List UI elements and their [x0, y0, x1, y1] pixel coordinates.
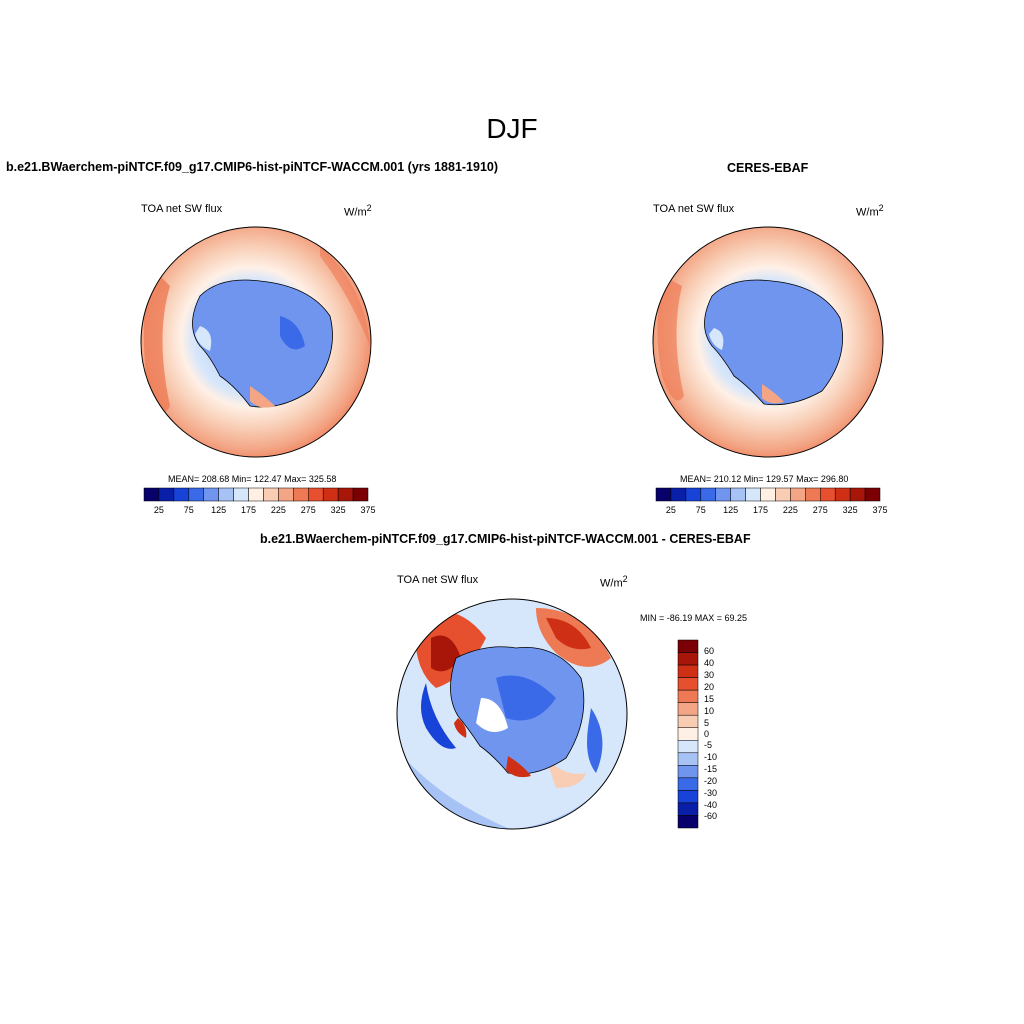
cb3-tick: 20 [704, 682, 715, 692]
colorbar-swatch [677, 702, 699, 716]
colorbar-swatch [188, 487, 204, 502]
cb1-tick: 325 [330, 505, 346, 515]
colorbar-swatch [248, 487, 264, 502]
panel1-title: b.e21.BWaerchem-piNTCF.f09_g17.CMIP6-his… [6, 160, 499, 174]
cb1-tick: 75 [183, 505, 194, 515]
cb1-tick: 225 [270, 505, 286, 515]
cb3-tick: 30 [704, 670, 715, 680]
colorbar-swatch [677, 677, 699, 691]
panel2-units-label: W/m2 [856, 203, 884, 219]
cb3-tick: -30 [704, 788, 718, 798]
cb3-tick: -20 [704, 776, 718, 786]
colorbar-swatch [203, 487, 219, 502]
cb2-tick: 25 [665, 505, 676, 515]
cb3-tick: -5 [704, 740, 713, 750]
colorbar-swatch [173, 487, 190, 502]
colorbar-swatch [655, 487, 672, 502]
cb3-tick: 15 [704, 694, 715, 704]
cb1-tick: 125 [211, 505, 227, 515]
colorbar-swatch [864, 487, 881, 502]
colorbar-swatch [677, 815, 699, 829]
cb2-tick: 375 [872, 505, 888, 515]
cb3-tick: -15 [704, 764, 718, 774]
panel3-colorbar [677, 639, 699, 829]
panel1-stats: MEAN= 208.68 Min= 122.47 Max= 325.58 [168, 474, 337, 484]
cb2-tick: 275 [812, 505, 828, 515]
cb3-tick: -10 [704, 752, 718, 762]
colorbar-swatch [670, 487, 687, 502]
colorbar-swatch [730, 487, 746, 502]
cb1-tick: 175 [240, 505, 257, 515]
colorbar-swatch [293, 487, 309, 502]
panel1-variable-label: TOA net SW flux [141, 203, 223, 215]
colorbar-swatch [308, 487, 324, 502]
panel3-units-label: W/m2 [600, 574, 628, 590]
colorbar-swatch [677, 790, 699, 804]
cb3-tick: 0 [704, 729, 710, 739]
colorbar-swatch [322, 487, 339, 502]
panel1-colorbar-labels: 25 75 125 175 225 275 325 375 [144, 505, 376, 517]
cb3-tick: 5 [704, 718, 710, 728]
colorbar-swatch [677, 802, 699, 816]
colorbar-swatch [805, 487, 821, 502]
cb1-tick: 25 [153, 505, 164, 515]
cb3-tick: 60 [704, 646, 715, 656]
colorbar-swatch [760, 487, 776, 502]
colorbar-swatch [677, 777, 699, 791]
cb3-tick: 10 [704, 706, 715, 716]
colorbar-swatch [677, 652, 699, 666]
panel1-units-label: W/m2 [344, 203, 372, 219]
colorbar-swatch [834, 487, 851, 502]
colorbar-swatch [677, 714, 699, 728]
colorbar-swatch [158, 487, 175, 502]
colorbar-swatch [677, 765, 699, 779]
colorbar-swatch [700, 487, 716, 502]
cb3-tick: 40 [704, 658, 715, 668]
cb1-tick: 375 [360, 505, 376, 515]
colorbar-swatch [337, 487, 354, 502]
colorbar-swatch [790, 487, 806, 502]
panel3-colorbar-labels: 60 40 30 20 15 10 5 0 -5 -10 -15 -20 -30… [704, 640, 734, 828]
cb2-tick: 75 [695, 505, 706, 515]
colorbar-swatch [143, 487, 160, 502]
cb2-tick: 325 [842, 505, 858, 515]
colorbar-swatch [820, 487, 836, 502]
colorbar-swatch [775, 487, 791, 502]
colorbar-swatch [677, 664, 699, 678]
panel2-colorbar [655, 487, 881, 502]
panel3-variable-label: TOA net SW flux [397, 574, 479, 586]
colorbar-swatch [685, 487, 702, 502]
colorbar-swatch [233, 487, 249, 502]
colorbar-swatch [677, 689, 699, 703]
panel3-title: b.e21.BWaerchem-piNTCF.f09_g17.CMIP6-his… [260, 532, 751, 546]
colorbar-swatch [352, 487, 369, 502]
panel1-colorbar [143, 487, 369, 502]
colorbar-swatch [849, 487, 866, 502]
cb2-tick: 225 [782, 505, 798, 515]
panel2-variable-label: TOA net SW flux [653, 203, 735, 215]
cb3-tick: -40 [704, 800, 718, 810]
cb1-tick: 275 [300, 505, 316, 515]
colorbar-swatch [745, 487, 761, 502]
cb2-tick: 175 [752, 505, 769, 515]
colorbar-swatch [677, 639, 699, 653]
colorbar-swatch [263, 487, 279, 502]
panel2-observation-map [652, 226, 884, 458]
cb2-tick: 125 [723, 505, 739, 515]
colorbar-swatch [218, 487, 234, 502]
colorbar-swatch [677, 740, 699, 754]
panel2-colorbar-labels: 25 75 125 175 225 275 325 375 [656, 505, 888, 517]
colorbar-swatch [715, 487, 731, 502]
main-title: DJF [486, 113, 538, 144]
panel2-stats: MEAN= 210.12 Min= 129.57 Max= 296.80 [680, 474, 849, 484]
colorbar-swatch [278, 487, 294, 502]
colorbar-swatch [677, 752, 699, 766]
panel2-title: CERES-EBAF [727, 161, 809, 175]
panel3-stats: MIN = -86.19 MAX = 69.25 [640, 613, 748, 623]
cb3-tick: -60 [704, 811, 718, 821]
panel1-model-map [140, 226, 372, 458]
colorbar-swatch [677, 727, 699, 741]
panel3-difference-map [396, 598, 628, 830]
